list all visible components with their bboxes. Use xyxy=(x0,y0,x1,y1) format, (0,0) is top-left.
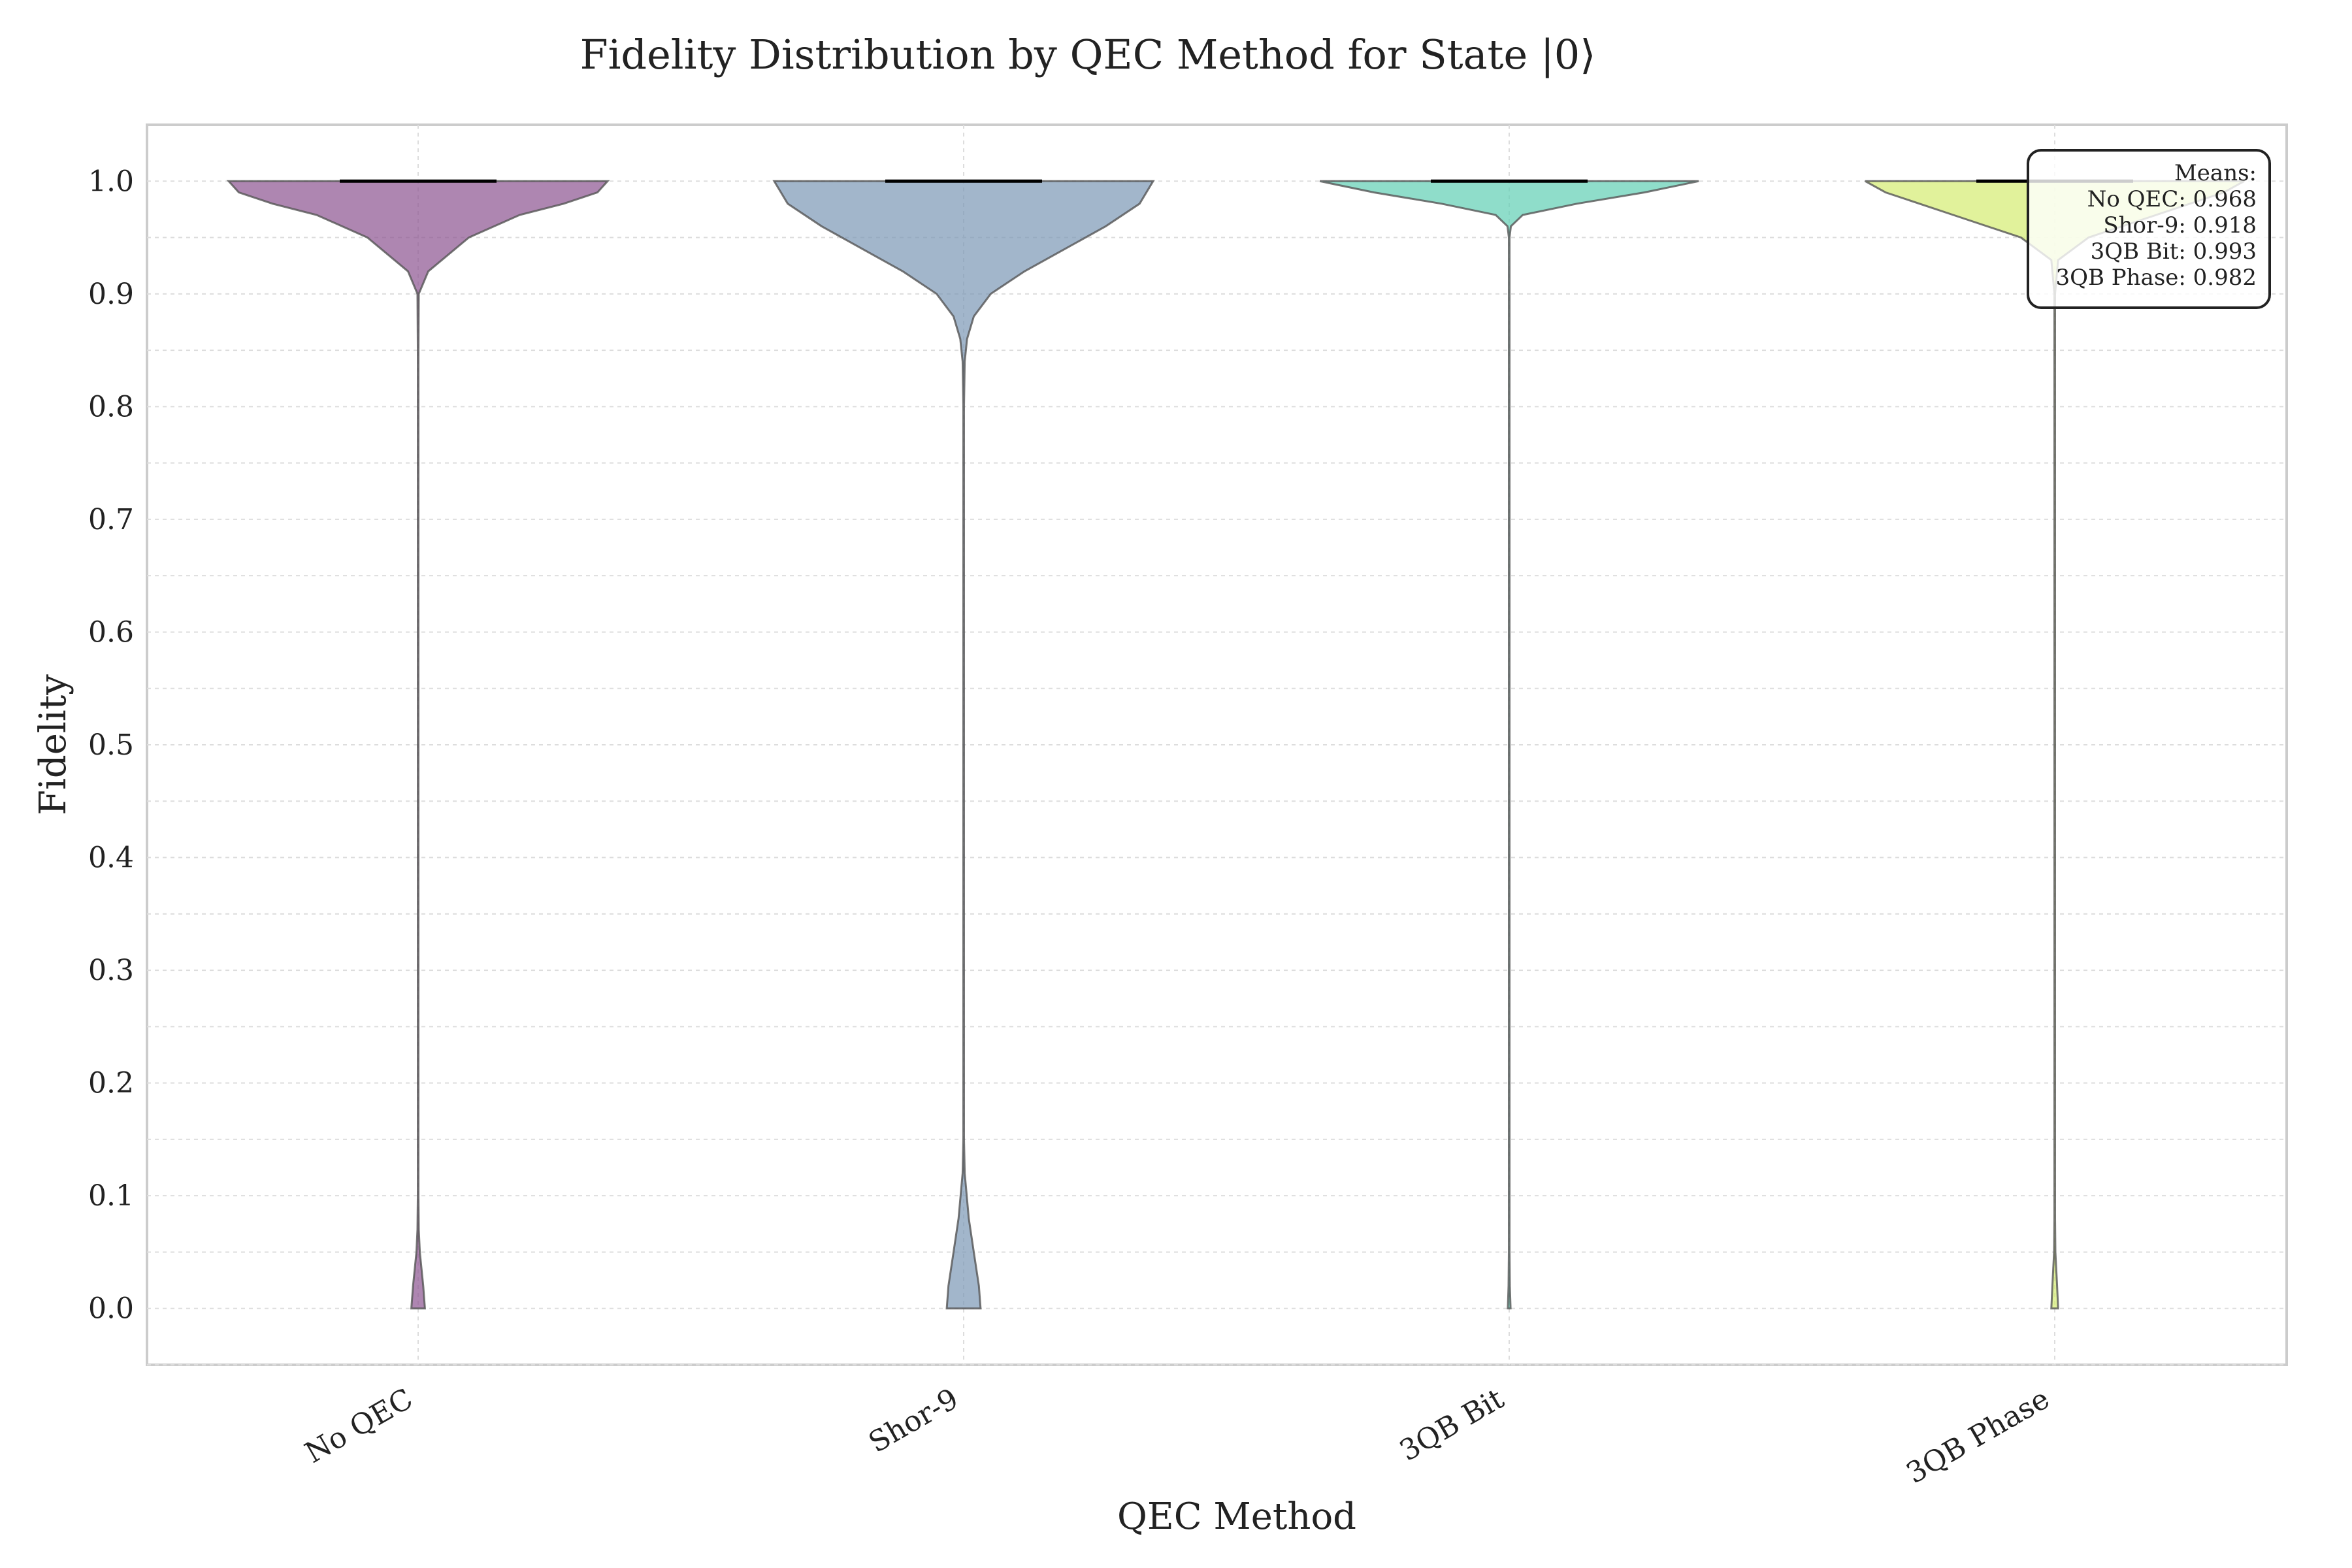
means-line-no-qec: No QEC: 0.968 xyxy=(2087,186,2257,212)
y-tick-label: 0.1 xyxy=(88,1179,134,1213)
y-tick-label: 1.0 xyxy=(88,165,134,198)
x-tick-label: 3QB Bit xyxy=(1394,1382,1510,1468)
y-tick-label: 0.0 xyxy=(88,1292,134,1326)
x-axis-label: QEC Method xyxy=(1117,1495,1356,1538)
x-tick-label: No QEC xyxy=(299,1382,418,1470)
x-tick-label: 3QB Phase xyxy=(1901,1382,2055,1490)
chart-title: Fidelity Distribution by QEC Method for … xyxy=(580,31,1596,78)
x-tick-label: Shor-9 xyxy=(863,1382,964,1460)
y-tick-label: 0.2 xyxy=(88,1067,134,1100)
y-axis-label: Fidelity xyxy=(32,674,74,815)
y-tick-label: 0.5 xyxy=(88,728,134,762)
means-line-3qb-bit: 3QB Bit: 0.993 xyxy=(2091,238,2257,265)
y-axis-ticks: 0.0 0.1 0.2 0.3 0.4 0.5 0.6 0.7 0.8 0.9 1.0 xyxy=(88,165,134,1325)
means-line-shor-9: Shor-9: 0.918 xyxy=(2103,212,2257,238)
means-line-3qb-phase: 3QB Phase: 0.982 xyxy=(2055,265,2257,291)
y-tick-label: 0.9 xyxy=(88,278,134,311)
y-tick-label: 0.4 xyxy=(88,841,134,875)
means-header: Means: xyxy=(2174,160,2257,186)
y-tick-label: 0.6 xyxy=(88,615,134,649)
means-annotation: Means: No QEC: 0.968 Shor-9: 0.918 3QB B… xyxy=(2027,149,2271,309)
y-tick-label: 0.7 xyxy=(88,503,134,536)
x-axis-ticks: No QEC Shor-9 3QB Bit 3QB Phase xyxy=(299,1382,2055,1490)
y-tick-label: 0.3 xyxy=(88,954,134,987)
plot-area xyxy=(146,123,2288,1366)
y-tick-label: 0.8 xyxy=(88,390,134,423)
means-annotation-box xyxy=(2027,149,2271,309)
